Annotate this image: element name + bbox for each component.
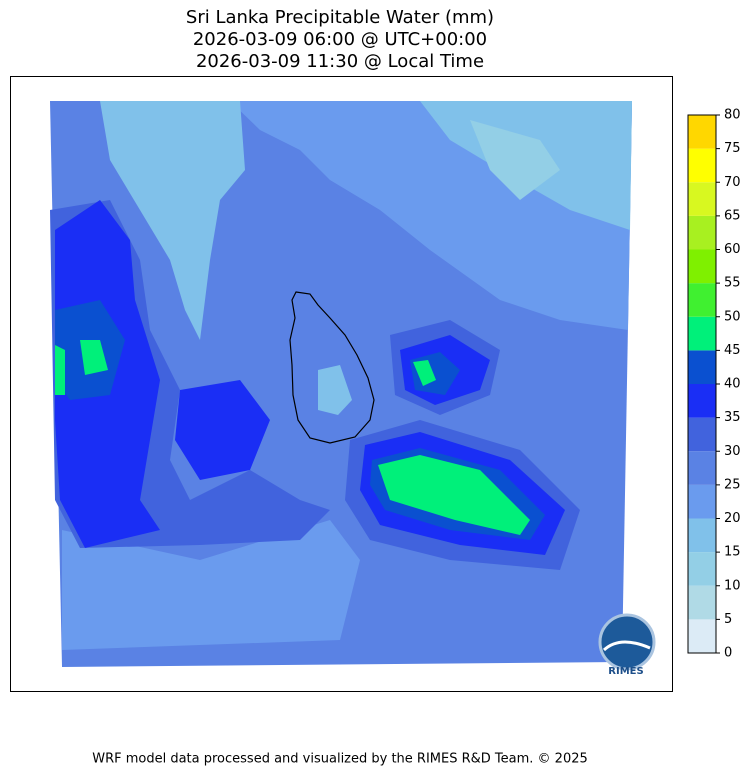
colorbar-bin xyxy=(688,249,716,284)
colorbar-bin xyxy=(688,484,716,519)
colorbar-tick-label: 35 xyxy=(724,410,741,425)
map-field xyxy=(50,101,632,667)
colorbar-tick-label: 55 xyxy=(724,276,741,291)
colorbar-tick-label: 75 xyxy=(724,141,741,156)
colorbar-bin xyxy=(688,316,716,351)
title-line: 2026-03-09 11:30 @ Local Time xyxy=(196,51,484,72)
colorbar-tick-label: 15 xyxy=(724,545,741,560)
colorbar-tick-label: 10 xyxy=(724,578,741,593)
colorbar-tick-label: 60 xyxy=(724,242,741,257)
colorbar-bin xyxy=(688,451,716,485)
colorbar-tick-label: 30 xyxy=(724,444,741,459)
colorbar-tick-label: 0 xyxy=(724,646,732,661)
colorbar-bin xyxy=(688,215,716,250)
colorbar-tick-label: 80 xyxy=(724,108,741,123)
title-line: 2026-03-09 06:00 @ UTC+00:00 xyxy=(193,29,487,50)
colorbar-tick-label: 20 xyxy=(724,511,741,526)
colorbar-bin xyxy=(688,350,716,384)
colorbar-tick-label: 45 xyxy=(724,343,741,358)
colorbar-bin xyxy=(688,585,716,620)
colorbar-bin xyxy=(688,148,716,183)
colorbar-bin xyxy=(688,283,716,317)
map-frame xyxy=(10,76,673,692)
coastline xyxy=(289,291,375,444)
colorbar-bin xyxy=(688,115,716,149)
colorbar-tick-label: 5 xyxy=(724,612,732,627)
logo: RIMES xyxy=(598,613,656,677)
title-line: Sri Lanka Precipitable Water (mm) xyxy=(186,7,494,28)
colorbar-tick-label: 65 xyxy=(724,208,741,223)
colorbar-tick-label: 70 xyxy=(724,175,741,190)
colorbar-bin xyxy=(688,417,716,452)
colorbar-bin xyxy=(688,552,716,586)
colorbar-tick-label: 50 xyxy=(724,309,741,324)
colorbar-tick-label: 40 xyxy=(724,377,741,392)
footer: WRF model data processed and visualized … xyxy=(92,752,588,767)
colorbar-tick-label: 25 xyxy=(724,477,741,492)
colorbar-bin xyxy=(688,384,716,418)
colorbar-bin xyxy=(688,619,716,653)
colorbar-bin xyxy=(688,518,716,553)
colorbar-bin xyxy=(688,182,716,216)
colorbar: 0 5 10 15 20 25 30 35 40 45 50 55 60 65 70 75 80 xyxy=(687,108,741,661)
logo-text: RIMES xyxy=(608,666,643,677)
